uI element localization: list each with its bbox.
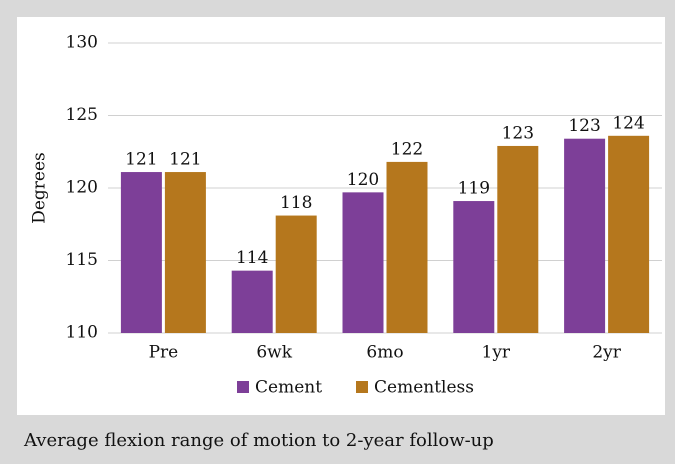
y-tick-label: 120 xyxy=(66,178,98,198)
data-label: 119 xyxy=(458,179,490,199)
bar xyxy=(564,138,606,333)
bar xyxy=(608,135,650,333)
bar xyxy=(275,215,317,333)
x-tick-label: 6wk xyxy=(256,343,292,363)
bar xyxy=(120,172,162,333)
x-tick-label: 1yr xyxy=(482,343,511,363)
bar xyxy=(231,270,273,333)
legend-swatch xyxy=(356,381,368,393)
bar xyxy=(386,161,428,333)
bar xyxy=(164,172,206,333)
data-label: 118 xyxy=(280,193,312,213)
x-tick-label: Pre xyxy=(149,343,179,363)
y-axis-label: Degrees xyxy=(30,152,50,224)
data-label: 121 xyxy=(169,150,201,170)
bar xyxy=(453,201,495,333)
data-label: 114 xyxy=(236,248,268,268)
bar xyxy=(342,192,384,333)
data-label: 122 xyxy=(391,139,423,159)
y-tick-label: 130 xyxy=(66,33,98,53)
y-tick-label: 115 xyxy=(66,250,98,270)
data-label: 121 xyxy=(125,150,157,170)
data-label: 123 xyxy=(568,116,600,136)
data-label: 123 xyxy=(502,123,534,143)
x-tick-label: 2yr xyxy=(592,343,621,363)
x-tick-label: 6mo xyxy=(366,343,403,363)
y-tick-label: 125 xyxy=(66,105,98,125)
data-label: 124 xyxy=(612,113,644,133)
data-label: 120 xyxy=(347,170,379,190)
caption: Average flexion range of motion to 2-yea… xyxy=(23,430,494,451)
bar xyxy=(497,145,539,333)
legend-label: Cement xyxy=(255,378,322,398)
legend-label: Cementless xyxy=(374,378,474,398)
y-tick-label: 110 xyxy=(66,323,98,343)
legend-swatch xyxy=(237,381,249,393)
